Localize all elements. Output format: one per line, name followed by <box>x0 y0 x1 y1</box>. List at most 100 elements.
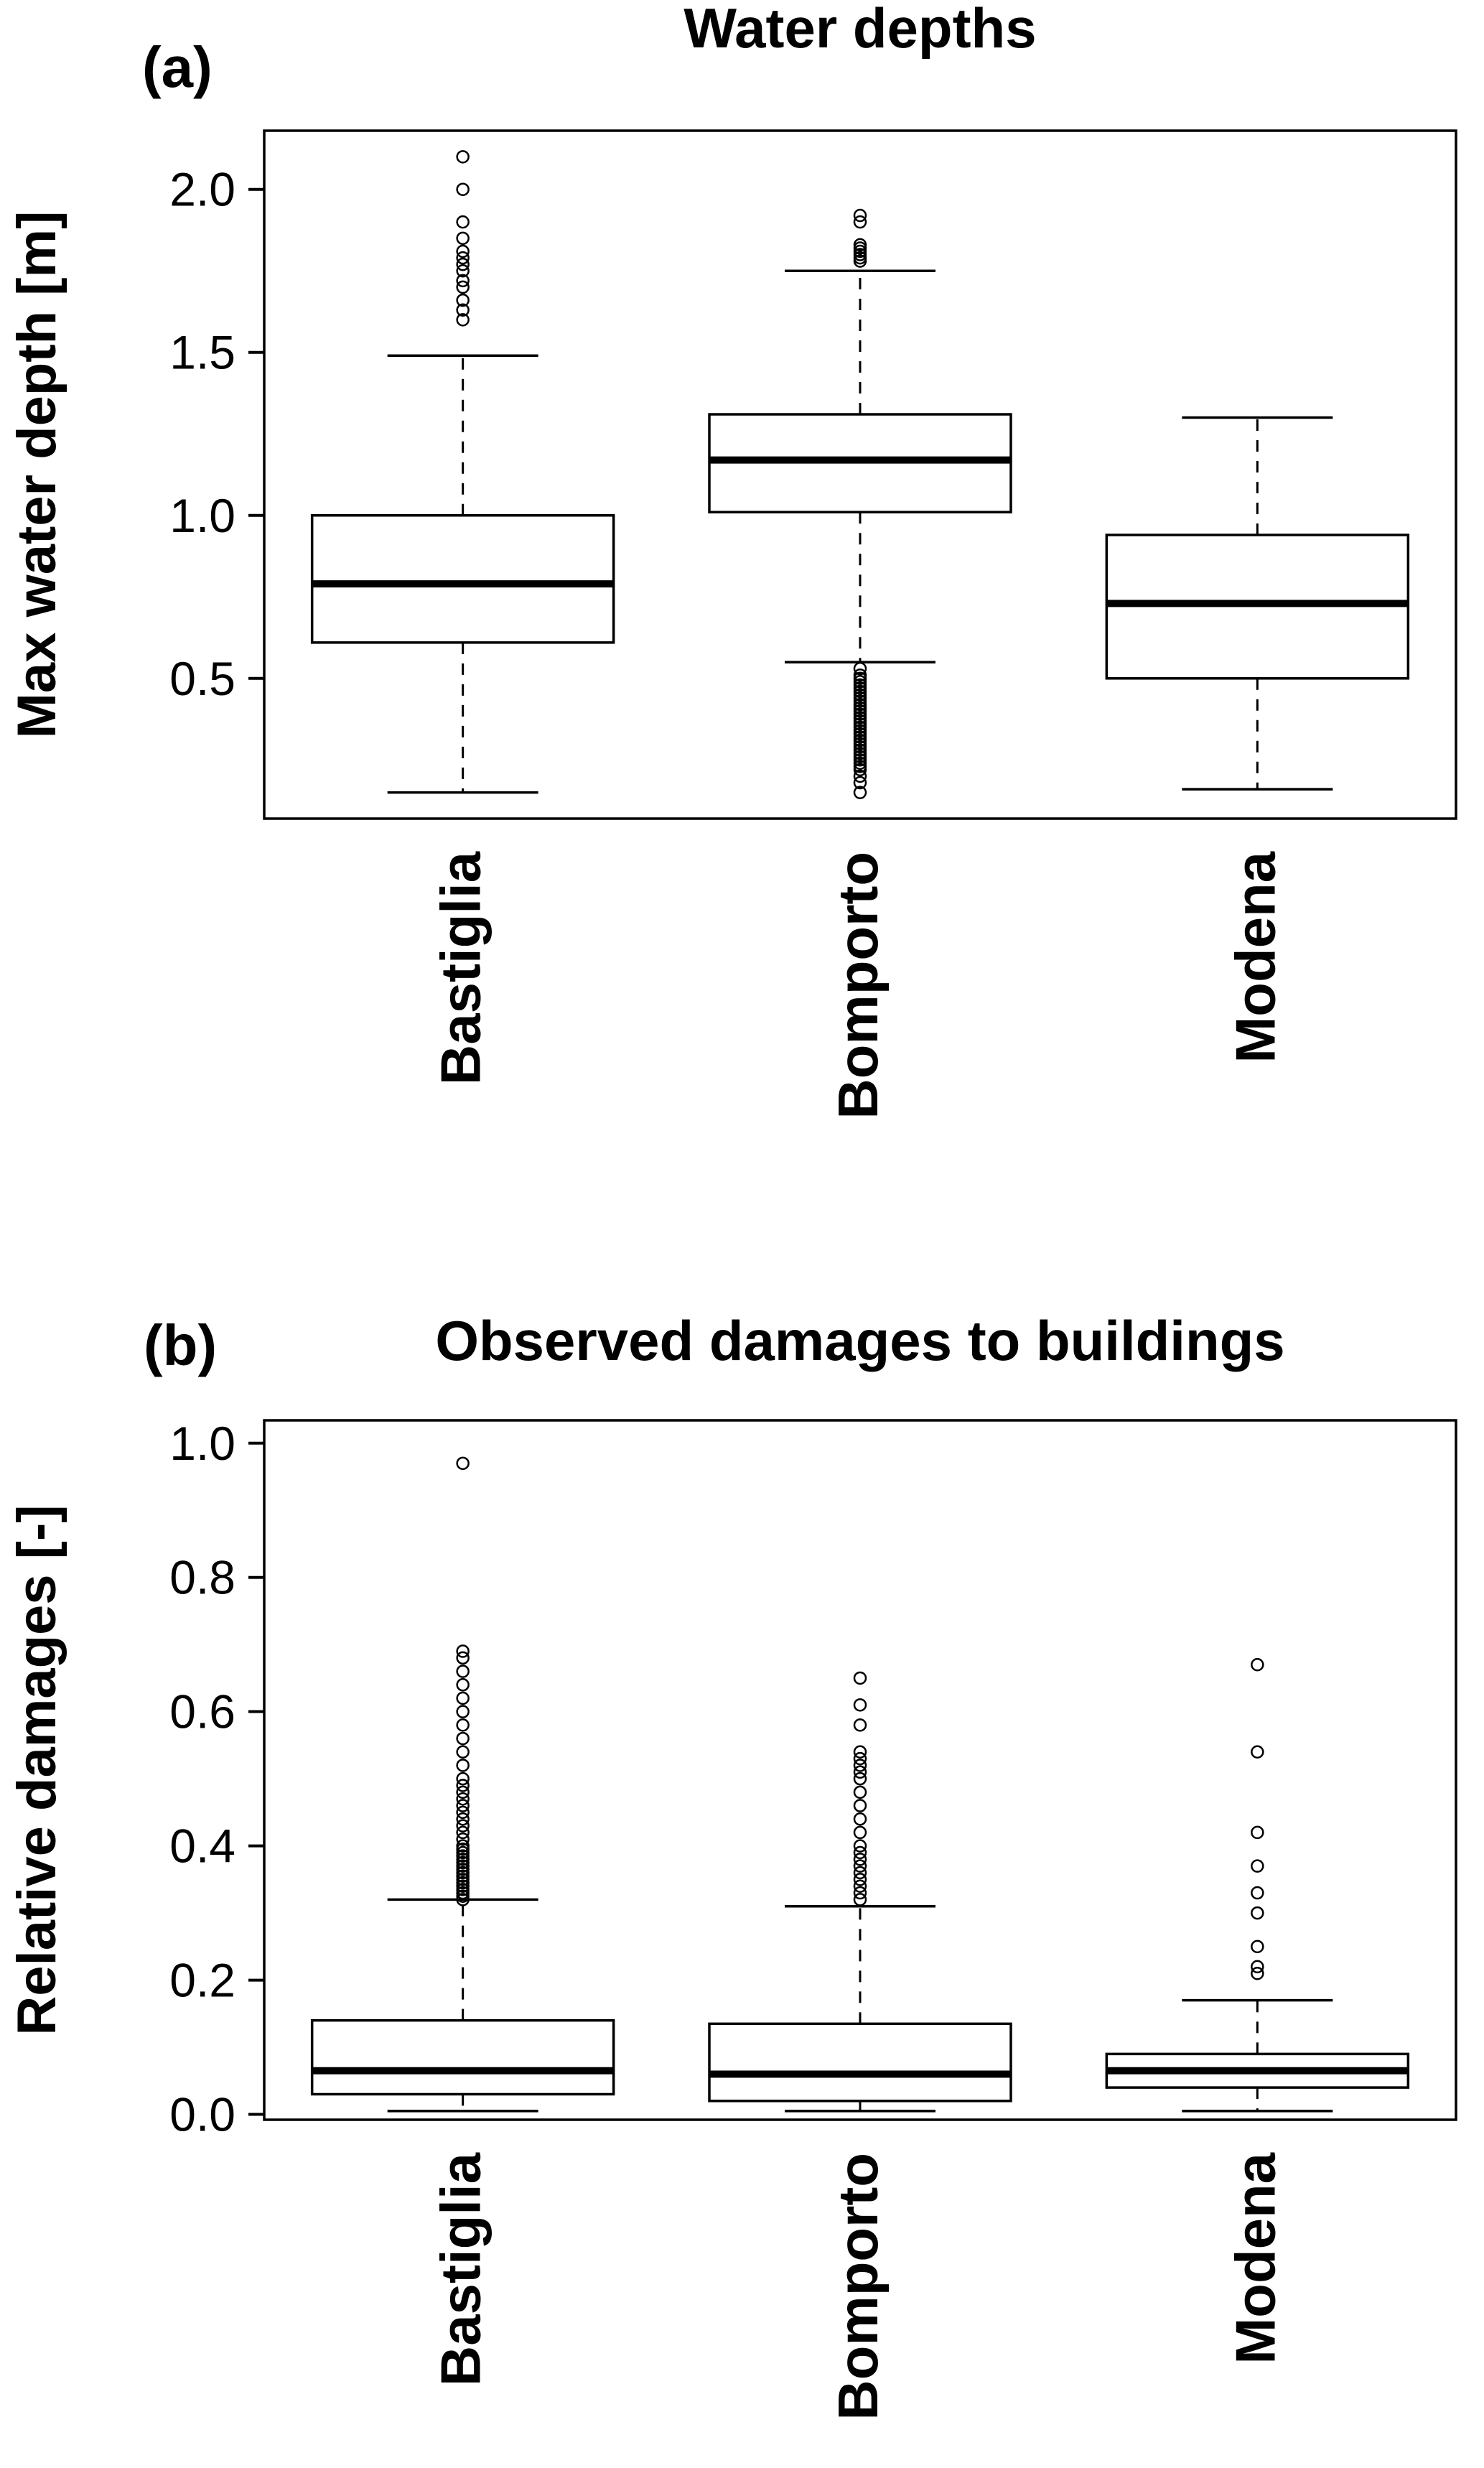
y-tick-label: 0.2 <box>169 1954 235 2007</box>
y-tick-label: 1.5 <box>169 326 235 379</box>
outlier-point <box>456 1779 470 1792</box>
outlier-point <box>456 1705 470 1718</box>
outlier-point <box>456 1873 470 1886</box>
x-category-label: Bastiglia <box>429 851 493 1085</box>
outlier-point <box>456 1889 470 1903</box>
y-tick-label: 1.0 <box>169 1417 235 1470</box>
outlier-point <box>456 257 470 271</box>
outlier-point <box>456 1678 470 1692</box>
outlier-point <box>853 1825 867 1840</box>
outlier-point <box>456 1893 470 1906</box>
outlier-point <box>853 1845 867 1860</box>
outlier-point <box>456 1718 470 1732</box>
outlier-point <box>456 313 470 327</box>
outlier-point <box>456 264 470 278</box>
outlier-point <box>1251 1745 1264 1759</box>
outlier-point <box>456 1819 470 1833</box>
outlier-point <box>456 231 470 246</box>
outlier-point <box>853 1866 867 1880</box>
outlier-point <box>456 1859 470 1873</box>
outlier-point <box>853 1839 867 1853</box>
x-category-label: Modena <box>1223 2152 1287 2364</box>
chart-b-title: Observed damages to buildings <box>435 1309 1285 1372</box>
outlier-point <box>456 1849 470 1863</box>
outlier-point <box>456 1805 470 1820</box>
outlier-point <box>853 1745 867 1759</box>
outlier-point <box>853 1812 867 1826</box>
panel-a-label: (a) <box>142 35 213 99</box>
chart-a-title: Water depths <box>683 0 1037 60</box>
outlier-point <box>853 1671 867 1685</box>
outlier-point <box>456 1833 470 1846</box>
outlier-point <box>853 776 867 790</box>
outlier-point <box>456 1771 470 1786</box>
outlier-point <box>456 1886 470 1900</box>
outlier-point <box>456 293 470 307</box>
outlier-point <box>853 208 867 223</box>
outlier-point <box>456 1843 470 1856</box>
outlier-point <box>456 251 470 265</box>
outlier-point <box>456 1785 470 1799</box>
outlier-point <box>456 303 470 317</box>
outlier-point <box>1251 1960 1264 1974</box>
outlier-point <box>1251 1886 1264 1900</box>
outlier-point <box>853 1698 867 1712</box>
outlier-point <box>853 1751 867 1766</box>
outlier-point <box>853 1886 867 1900</box>
outlier-point <box>456 1691 470 1705</box>
outlier-point <box>456 1876 470 1890</box>
outlier-point <box>456 1879 470 1893</box>
outlier-point <box>853 1799 867 1812</box>
outlier-point <box>456 1855 470 1870</box>
outlier-point <box>853 1879 867 1893</box>
outlier-point <box>1251 1825 1264 1840</box>
outlier-point <box>456 1745 470 1759</box>
iqr-box <box>310 514 615 644</box>
outlier-point <box>853 1859 867 1873</box>
outlier-point <box>456 1853 470 1866</box>
panel-b-label: (b) <box>144 1313 218 1377</box>
outlier-point <box>456 244 470 259</box>
outlier-point <box>1251 1940 1264 1954</box>
outlier-point <box>456 274 470 288</box>
y-tick-label: 2.0 <box>169 163 235 216</box>
outlier-point <box>853 215 867 229</box>
outlier-point <box>456 1839 470 1853</box>
outlier-point <box>853 769 867 783</box>
iqr-box <box>310 2018 615 2096</box>
outlier-point <box>456 1651 470 1665</box>
outlier-point <box>456 1812 470 1826</box>
y-tick-label: 0.5 <box>169 652 235 705</box>
outlier-point <box>853 238 867 252</box>
outlier-point <box>456 1731 470 1746</box>
x-category-label: Bomporto <box>826 2153 890 2421</box>
outlier-point <box>456 1869 470 1883</box>
outlier-point <box>853 1873 867 1886</box>
outlier-point <box>456 1759 470 1772</box>
outlier-point <box>1251 1906 1264 1920</box>
chart-a-canvas: 0.5 1.0 1.5 2.0 Bastiglia Bomporto Modena <box>169 129 1457 1119</box>
outlier-point <box>456 1863 470 1876</box>
y-tick-label: 0.4 <box>169 1820 235 1873</box>
outlier-point <box>456 215 470 229</box>
x-category-label: Bomporto <box>826 852 890 1119</box>
outlier-point <box>853 1785 867 1799</box>
y-tick-label: 0.8 <box>169 1551 235 1604</box>
outlier-point <box>456 1456 470 1471</box>
iqr-box <box>708 2022 1012 2103</box>
outlier-point <box>853 1771 867 1786</box>
y-tick-label: 0.0 <box>169 2088 235 2141</box>
chart-b-canvas: 0.0 0.2 0.4 0.6 0.8 1.0 Bastiglia Bomporto Moden… <box>169 1417 1457 2421</box>
outlier-point <box>456 1644 470 1658</box>
plot-border <box>263 129 1457 820</box>
outlier-point <box>853 661 867 676</box>
outlier-point <box>456 1792 470 1806</box>
outlier-point <box>853 786 867 799</box>
y-tick-label: 0.6 <box>169 1685 235 1738</box>
outlier-point <box>853 1765 867 1779</box>
outlier-point <box>853 1893 867 1906</box>
outlier-point <box>456 1845 470 1860</box>
outlier-point <box>1251 1966 1264 1980</box>
outlier-point <box>853 1853 867 1866</box>
outlier-point <box>456 1883 470 1896</box>
